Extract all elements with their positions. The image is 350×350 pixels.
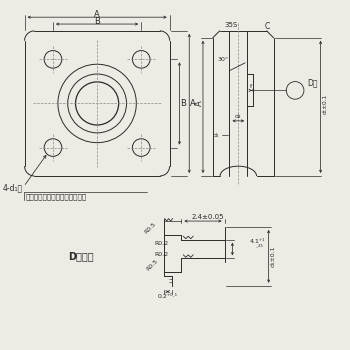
Text: A: A (94, 10, 100, 19)
Text: 0.2⁺⁰·¹: 0.2⁺⁰·¹ (158, 294, 178, 299)
Text: R0.5: R0.5 (145, 258, 159, 272)
Text: f: f (250, 84, 252, 89)
Text: 2.4±0.05: 2.4±0.05 (191, 214, 224, 220)
Text: 4.1⁺¹
   ·²⁵: 4.1⁺¹ ·²⁵ (250, 239, 266, 250)
Text: d₁: d₁ (212, 133, 219, 138)
Text: B: B (181, 99, 186, 108)
Text: C: C (265, 21, 270, 30)
Text: A: A (195, 100, 204, 106)
Text: B: B (94, 16, 100, 26)
Text: 4-d₁穴: 4-d₁穴 (2, 183, 23, 192)
Text: 35S: 35S (224, 22, 238, 28)
Text: 30°: 30° (218, 57, 229, 62)
Text: 四すみに丸みを付けてもよい。: 四すみに丸みを付けてもよい。 (26, 193, 87, 200)
Text: d₁±0.1: d₁±0.1 (271, 246, 276, 267)
Text: d₁±0.1: d₁±0.1 (323, 93, 328, 113)
Text: D部: D部 (307, 78, 317, 87)
Text: d₂: d₂ (235, 114, 241, 119)
Text: D部詳細: D部詳細 (68, 251, 93, 261)
Text: R0.2: R0.2 (155, 252, 169, 257)
Text: A: A (190, 99, 196, 108)
Text: R0.2: R0.2 (155, 241, 169, 246)
Text: R0.5: R0.5 (143, 221, 157, 234)
